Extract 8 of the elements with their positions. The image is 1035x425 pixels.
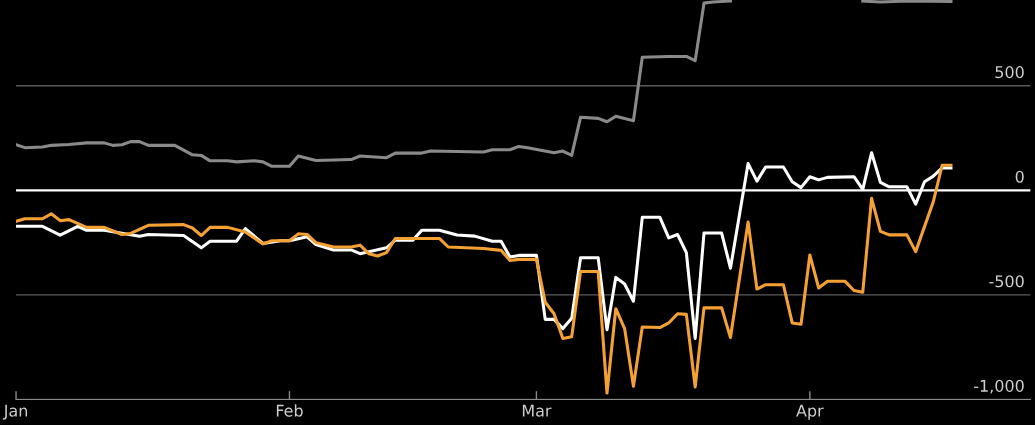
- x-tick-label: Mar: [522, 404, 552, 417]
- y-tick-label: -1,000: [974, 379, 1024, 394]
- y-tick-label: 0: [1015, 170, 1024, 183]
- y-tick-label: -500: [989, 275, 1024, 288]
- y-tick-label: 500: [995, 66, 1024, 79]
- x-tick-label: Apr: [796, 404, 824, 420]
- x-tick-label: Feb: [276, 404, 303, 417]
- x-tick-label: Jan: [2, 404, 27, 420]
